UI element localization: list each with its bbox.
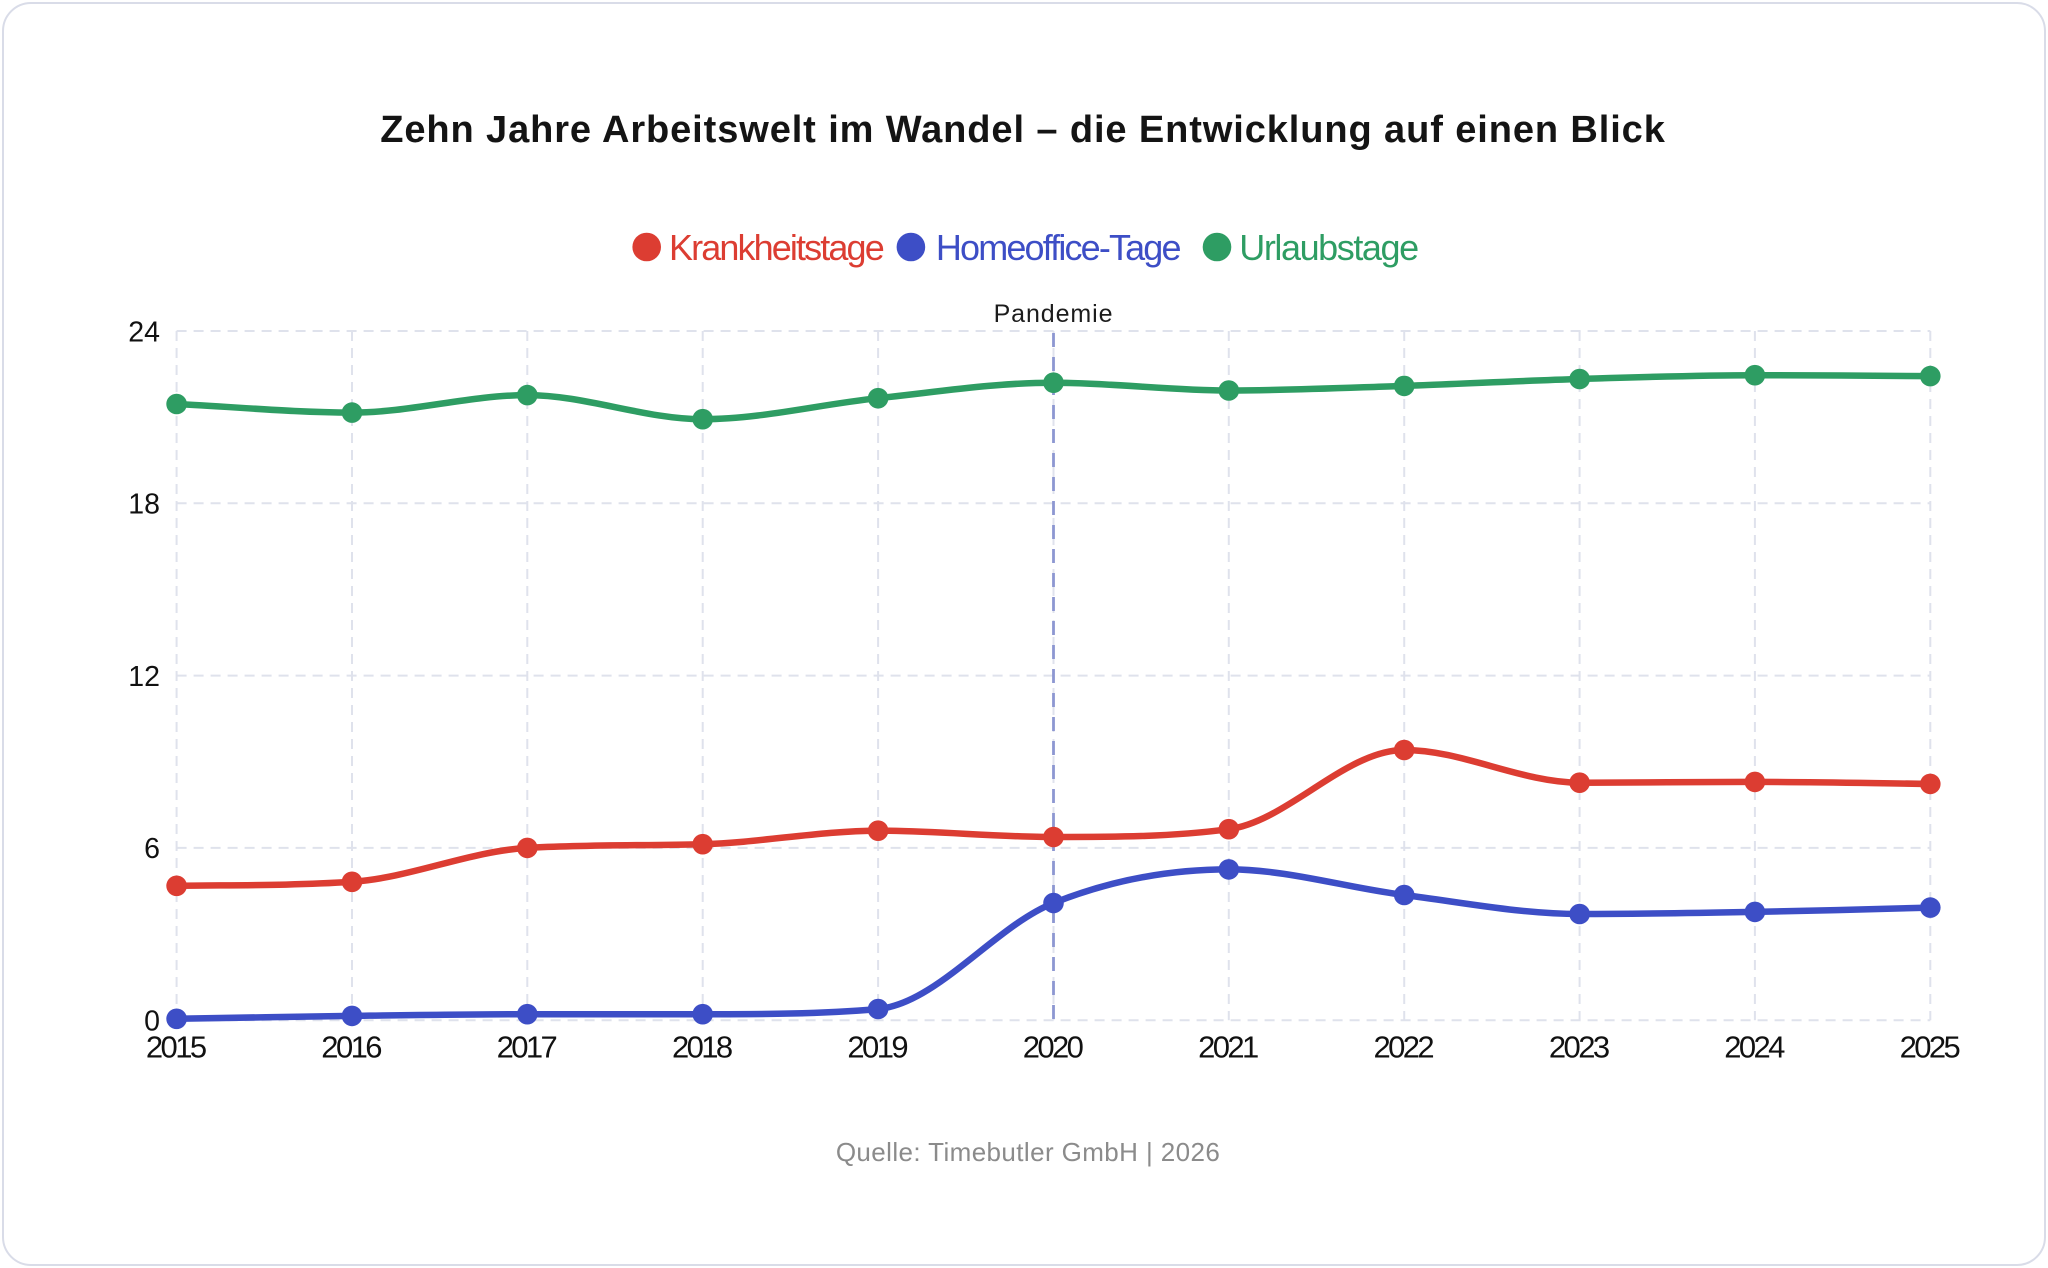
svg-text:Quelle: Timebutler GmbH | 2026: Quelle: Timebutler GmbH | 2026: [836, 1137, 1220, 1167]
svg-text:2021: 2021: [1198, 1029, 1258, 1064]
svg-text:2024: 2024: [1724, 1029, 1785, 1064]
svg-text:Pandemie: Pandemie: [994, 300, 1114, 328]
svg-text:2019: 2019: [847, 1029, 907, 1064]
svg-text:2017: 2017: [497, 1029, 557, 1064]
svg-text:0: 0: [144, 1006, 160, 1038]
svg-text:18: 18: [128, 489, 160, 521]
svg-text:2022: 2022: [1374, 1029, 1434, 1064]
svg-text:2023: 2023: [1549, 1029, 1609, 1064]
svg-text:12: 12: [128, 661, 160, 693]
svg-text:Homeoffice-Tage: Homeoffice-Tage: [936, 227, 1181, 268]
svg-text:2015: 2015: [146, 1029, 206, 1064]
svg-text:Zehn Jahre Arbeitswelt im Wand: Zehn Jahre Arbeitswelt im Wandel – die E…: [380, 109, 1666, 151]
svg-text:24: 24: [128, 316, 160, 348]
svg-text:6: 6: [144, 833, 160, 865]
svg-text:2020: 2020: [1023, 1029, 1084, 1064]
svg-text:2018: 2018: [672, 1029, 732, 1064]
svg-text:2025: 2025: [1900, 1029, 1960, 1064]
svg-text:Urlaubstage: Urlaubstage: [1239, 227, 1418, 268]
svg-text:2016: 2016: [321, 1029, 381, 1064]
svg-text:Krankheitstage: Krankheitstage: [669, 227, 884, 268]
